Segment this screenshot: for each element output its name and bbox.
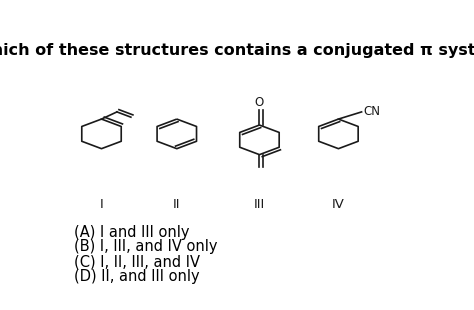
Text: IV: IV [332,198,345,211]
Text: (D) II, and III only: (D) II, and III only [74,269,200,284]
Text: (C) I, II, III, and IV: (C) I, II, III, and IV [74,254,200,269]
Text: (A) I and III only: (A) I and III only [74,224,190,240]
Text: Which of these structures contains a conjugated π system?: Which of these structures contains a con… [0,43,474,58]
Text: O: O [255,96,264,109]
Text: I: I [100,198,103,211]
Text: CN: CN [364,105,381,118]
Text: (B) I, III, and IV only: (B) I, III, and IV only [74,239,218,255]
Text: III: III [254,198,265,211]
Text: II: II [173,198,181,211]
